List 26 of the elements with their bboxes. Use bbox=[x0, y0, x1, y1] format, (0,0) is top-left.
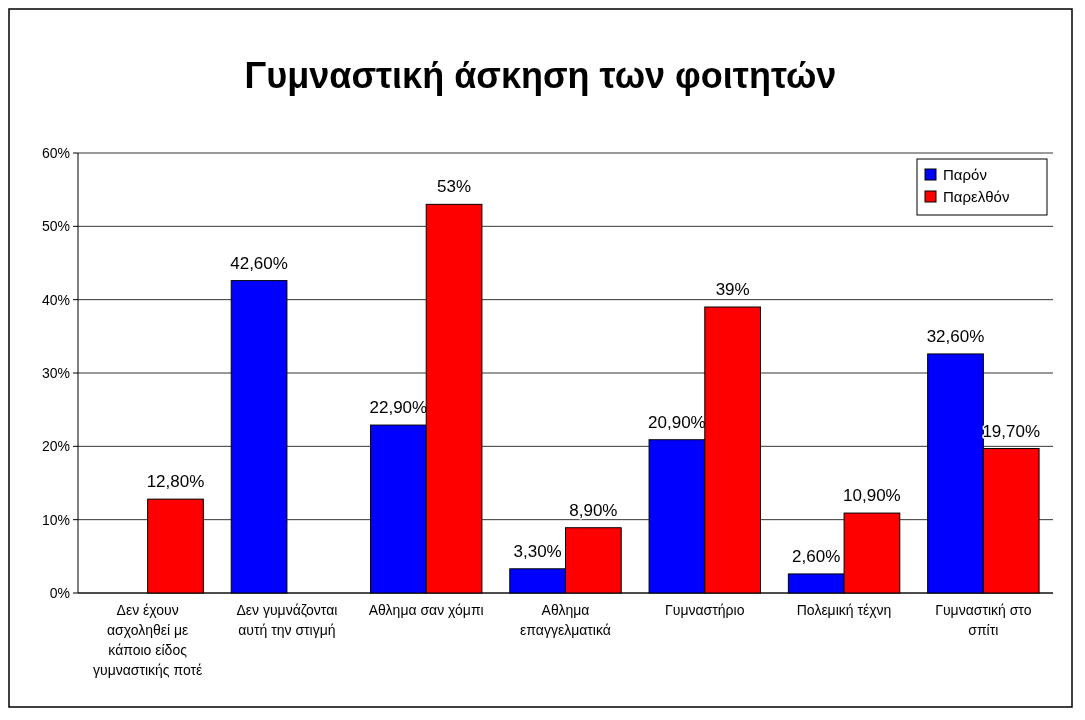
x-tick-label: Γυμναστήριο bbox=[665, 602, 745, 618]
data-label: 39% bbox=[715, 280, 750, 299]
data-label: 2,60% bbox=[792, 546, 841, 566]
data-label: 10,90% bbox=[843, 486, 901, 506]
x-tick-label: Αθλημα επαγγελματικά bbox=[520, 602, 611, 638]
x-tick-label: Πολεμική τέχνη bbox=[796, 602, 892, 618]
x-tick-label: Αθλημα σαν χόμπι bbox=[368, 602, 484, 618]
x-tick-label: Δεν έχουν ασχοληθεί με κάποιο είδος γυμναστικής ποτέ bbox=[92, 602, 203, 678]
data-label: 32,60% bbox=[926, 326, 985, 346]
legend-label: Παρελθόν bbox=[943, 188, 1010, 206]
y-tick-label: 0% bbox=[49, 584, 70, 601]
y-tick-label: 20% bbox=[41, 438, 70, 455]
legend-label: Παρόν bbox=[943, 166, 987, 184]
x-tick-label: Δεν γυμνάζονται αυτή την στιγμή bbox=[236, 602, 338, 638]
y-tick-label: 10% bbox=[41, 511, 70, 528]
y-tick-label: 30% bbox=[41, 364, 70, 381]
y-tick-label: 50% bbox=[41, 218, 70, 235]
data-label: 8,90% bbox=[569, 500, 618, 520]
data-label: 42,60% bbox=[230, 253, 288, 273]
y-tick-label: 60% bbox=[41, 144, 70, 161]
data-label: 3,30% bbox=[513, 541, 562, 561]
y-tick-label: 40% bbox=[41, 291, 70, 308]
data-label: 12,80% bbox=[146, 472, 205, 492]
chart-title: Γυμναστική άσκηση των φοιτητών bbox=[244, 55, 837, 96]
x-tick-label: Γυμναστική στο σπίτι bbox=[935, 602, 1032, 638]
data-label: 53% bbox=[437, 177, 472, 197]
